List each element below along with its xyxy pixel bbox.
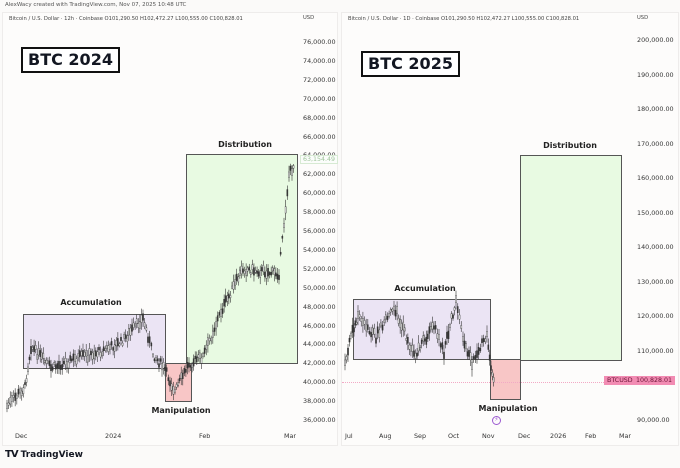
symbol-header: Bitcoin / U.S. Dollar · 12h · Coinbase O… xyxy=(9,16,243,22)
last-price-tag: 63,154.49 xyxy=(300,155,339,164)
price-tick: 130,000.00 xyxy=(637,277,674,286)
price-tick: 150,000.00 xyxy=(637,208,674,217)
price-tick: 60,000.00 xyxy=(303,189,336,198)
time-tick: Dec xyxy=(15,432,28,440)
candles-2025 xyxy=(344,290,495,387)
price-tick: 44,000.00 xyxy=(303,340,336,349)
chart-panel-2025[interactable]: Bitcoin / U.S. Dollar · 1D · Coinbase O1… xyxy=(341,12,679,446)
price-tick: 72,000.00 xyxy=(303,75,336,84)
currency-label: USD xyxy=(303,15,315,21)
price-tick: 56,000.00 xyxy=(303,227,336,235)
time-tick: Jul xyxy=(345,432,353,440)
price-tick: 54,000.00 xyxy=(303,245,336,254)
symbol-tag: BTCUSD xyxy=(604,376,636,385)
manipulation-label: Manipulation xyxy=(478,404,538,413)
currency-label: USD xyxy=(637,15,649,21)
brand-name: TradingView xyxy=(20,449,83,460)
time-tick: Feb xyxy=(585,432,597,440)
distribution-label: Distribution xyxy=(543,141,597,150)
price-tick: 42,000.00 xyxy=(303,359,336,368)
tradingview-branding[interactable]: TV TradingView xyxy=(5,449,83,460)
price-tick: 76,000.00 xyxy=(303,38,336,46)
price-tick: 36,000.00 xyxy=(303,416,336,424)
symbol-header: Bitcoin / U.S. Dollar · 1D · Coinbase O1… xyxy=(348,16,580,22)
accumulation-label: Accumulation xyxy=(394,284,456,293)
price-tick: 58,000.00 xyxy=(303,208,336,217)
price-tick: 140,000.00 xyxy=(637,243,674,251)
distribution-zone[interactable] xyxy=(186,154,298,364)
accumulation-zone[interactable] xyxy=(353,299,491,360)
price-tick: 110,000.00 xyxy=(637,346,674,355)
manipulation-zone[interactable] xyxy=(490,359,521,400)
distribution-zone[interactable] xyxy=(520,155,622,361)
chart-panel-2024[interactable]: Bitcoin / U.S. Dollar · 12h · Coinbase O… xyxy=(2,12,339,446)
price-tick: 62,000.00 xyxy=(303,170,336,179)
price-tick: 170,000.00 xyxy=(637,139,674,148)
chart-title: BTC 2025 xyxy=(361,51,460,77)
accumulation-label: Accumulation xyxy=(60,298,122,307)
time-tick: Mar xyxy=(284,432,297,440)
price-tag: 100,828.01 xyxy=(633,376,676,385)
chart-title: BTC 2024 xyxy=(21,47,120,73)
price-tick: 70,000.00 xyxy=(303,94,336,103)
time-tick: Mar xyxy=(619,432,632,440)
time-tick: Feb xyxy=(199,432,211,440)
price-tick: 74,000.00 xyxy=(303,56,336,65)
distribution-label: Distribution xyxy=(218,140,272,149)
price-tick: 190,000.00 xyxy=(637,70,674,79)
time-tick: 2026 xyxy=(550,432,567,440)
time-tick: 2024 xyxy=(105,432,122,440)
price-tick: 90,000.00 xyxy=(637,415,670,424)
time-tick: Aug xyxy=(379,432,392,440)
price-tick: 66,000.00 xyxy=(303,132,336,141)
price-tick: 48,000.00 xyxy=(303,302,336,311)
price-tick: 50,000.00 xyxy=(303,283,336,292)
price-tick: 52,000.00 xyxy=(303,264,336,273)
candles-2024 xyxy=(6,163,295,413)
price-tick: 200,000.00 xyxy=(637,36,674,44)
tradingview-logo-icon: TV xyxy=(5,449,19,460)
last-price-line xyxy=(342,382,612,383)
price-tick: 40,000.00 xyxy=(303,378,336,387)
price-tick: 38,000.00 xyxy=(303,397,336,406)
time-tick: Nov xyxy=(482,432,495,440)
manipulation-label: Manipulation xyxy=(151,406,211,415)
time-tick: Dec xyxy=(518,432,531,440)
price-tick: 160,000.00 xyxy=(637,174,674,182)
price-tick: 180,000.00 xyxy=(637,105,674,113)
event-marker-icon[interactable]: ⚡ xyxy=(492,416,501,425)
time-tick: Oct xyxy=(448,432,460,440)
accumulation-zone[interactable] xyxy=(23,314,166,369)
price-tick: 120,000.00 xyxy=(637,312,674,320)
price-tick: 68,000.00 xyxy=(303,113,336,122)
time-tick: Sep xyxy=(414,432,427,440)
chart-credit: AlexWacy created with TradingView.com, N… xyxy=(5,2,187,8)
price-tick: 46,000.00 xyxy=(303,321,336,330)
